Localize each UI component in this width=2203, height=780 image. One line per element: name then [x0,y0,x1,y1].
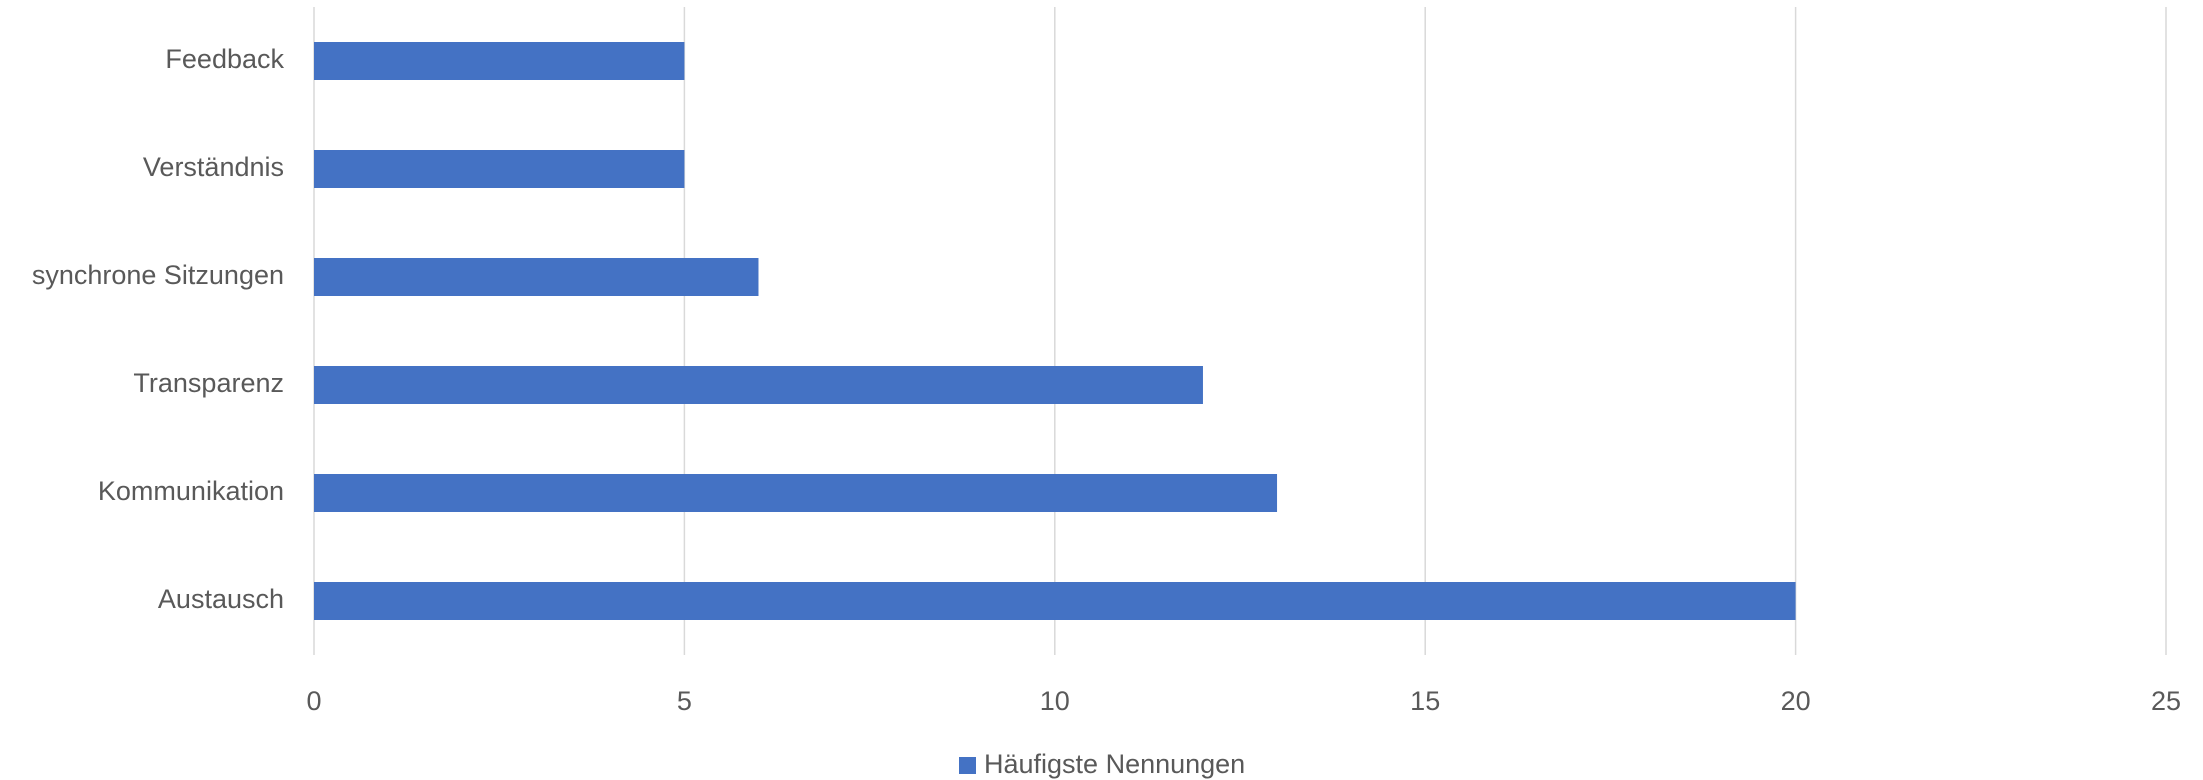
y-tick-label: Transparenz [133,368,284,398]
bar [314,582,1796,620]
x-tick-label: 15 [1410,686,1440,716]
y-tick-label: Verständnis [143,152,284,182]
bar [314,258,759,296]
y-tick-label: synchrone Sitzungen [32,260,284,290]
bar [314,474,1278,512]
y-tick-label: Kommunikation [98,476,284,506]
bar [314,42,685,80]
legend-label: Häufigste Nennungen [984,749,1245,779]
x-tick-label: 25 [2151,686,2181,716]
y-tick-label: Austausch [158,584,284,614]
x-tick-label: 20 [1781,686,1811,716]
bar [314,366,1203,404]
x-tick-label: 10 [1040,686,1070,716]
x-tick-label: 0 [306,686,321,716]
y-tick-label: Feedback [165,44,284,74]
bar [314,150,685,188]
x-tick-label: 5 [677,686,692,716]
legend-swatch [959,757,976,774]
